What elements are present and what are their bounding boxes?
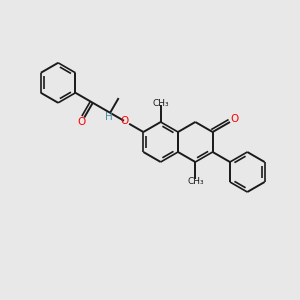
- Text: CH₃: CH₃: [152, 98, 169, 107]
- Text: CH₃: CH₃: [187, 176, 204, 185]
- Text: O: O: [121, 116, 129, 126]
- Text: O: O: [230, 115, 238, 124]
- Text: H: H: [105, 112, 113, 122]
- Text: O: O: [78, 117, 86, 127]
